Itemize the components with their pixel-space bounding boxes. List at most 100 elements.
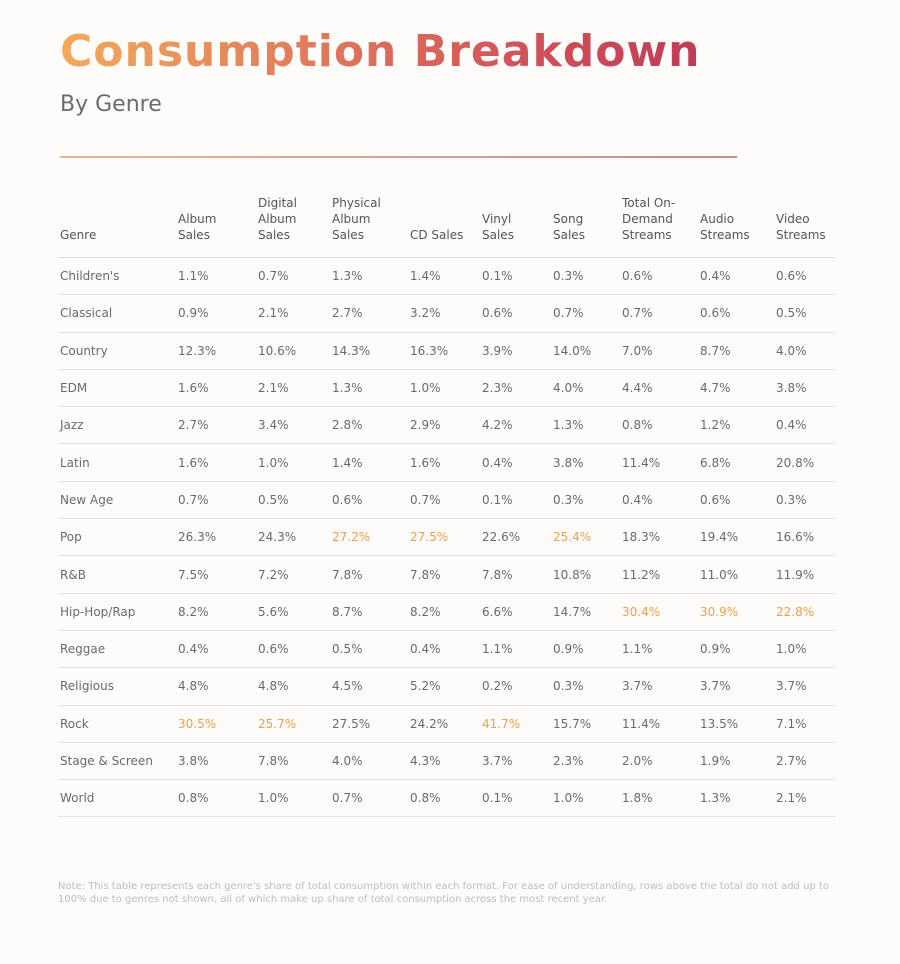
value-cell: 0.3% bbox=[551, 667, 620, 706]
value-cell: 0.7% bbox=[620, 294, 698, 333]
value-cell: 6.8% bbox=[698, 443, 774, 482]
value-cell: 0.4% bbox=[620, 481, 698, 520]
table-row: Rock 30.5% 25.7% 27.5% 24.2% 41.7% 15.7% 11.4% 1… bbox=[58, 705, 836, 743]
value-cell: 7.8% bbox=[256, 742, 330, 781]
value-cell: 4.4% bbox=[620, 369, 698, 408]
value-cell: 3.7% bbox=[620, 667, 698, 706]
value-cell: 16.3% bbox=[408, 332, 480, 370]
value-cell: 7.8% bbox=[330, 555, 408, 594]
value-cell: 0.5% bbox=[330, 630, 408, 669]
value-cell: 0.6% bbox=[698, 294, 774, 333]
value-cell: 4.0% bbox=[551, 369, 620, 408]
value-cell: 27.5% bbox=[408, 518, 480, 557]
value-cell: 0.9% bbox=[698, 630, 774, 669]
value-cell: 1.1% bbox=[620, 630, 698, 669]
divider bbox=[60, 156, 737, 158]
genre-cell: Hip-Hop/Rap bbox=[58, 593, 176, 631]
genre-cell: Children's bbox=[58, 257, 176, 296]
value-cell: 0.9% bbox=[551, 630, 620, 669]
value-cell: 0.6% bbox=[620, 257, 698, 296]
value-cell: 0.4% bbox=[480, 443, 551, 482]
value-cell: 4.5% bbox=[330, 667, 408, 706]
value-cell: 25.4% bbox=[551, 518, 620, 557]
genre-cell: Rock bbox=[58, 705, 176, 743]
value-cell: 20.8% bbox=[774, 443, 836, 482]
value-cell: 25.7% bbox=[256, 705, 330, 743]
genre-cell: World bbox=[58, 779, 176, 818]
value-cell: 2.3% bbox=[480, 369, 551, 408]
value-cell: 0.5% bbox=[256, 481, 330, 520]
table-row: Children's 1.1% 0.7% 1.3% 1.4% 0.1% 0.3% 0.6% 0.… bbox=[58, 257, 836, 296]
value-cell: 2.1% bbox=[774, 779, 836, 818]
value-cell: 24.3% bbox=[256, 518, 330, 557]
value-cell: 7.0% bbox=[620, 332, 698, 370]
genre-cell: R&B bbox=[58, 555, 176, 594]
value-cell: 1.9% bbox=[698, 742, 774, 781]
value-cell: 15.7% bbox=[551, 705, 620, 743]
genre-cell: New Age bbox=[58, 481, 176, 520]
value-cell: 3.2% bbox=[408, 294, 480, 333]
value-cell: 1.4% bbox=[330, 443, 408, 482]
value-cell: 3.8% bbox=[774, 369, 836, 408]
table-row: Country 12.3% 10.6% 14.3% 16.3% 3.9% 14.0% 7.0%… bbox=[58, 332, 836, 370]
genre-cell: Stage & Screen bbox=[58, 742, 176, 781]
value-cell: 8.7% bbox=[698, 332, 774, 370]
value-cell: 1.6% bbox=[408, 443, 480, 482]
table-row: Classical 0.9% 2.1% 2.7% 3.2% 0.6% 0.7% 0.7% 0.6… bbox=[58, 294, 836, 333]
genre-cell: EDM bbox=[58, 369, 176, 408]
value-cell: 30.4% bbox=[620, 593, 698, 631]
value-cell: 0.4% bbox=[176, 630, 256, 669]
value-cell: 4.7% bbox=[698, 369, 774, 408]
value-cell: 16.6% bbox=[774, 518, 836, 557]
value-cell: 6.6% bbox=[480, 593, 551, 631]
value-cell: 3.7% bbox=[774, 667, 836, 706]
table-row: Hip-Hop/Rap 8.2% 5.6% 8.7% 8.2% 6.6% 14.7% 30.4… bbox=[58, 593, 836, 631]
value-cell: 8.2% bbox=[176, 593, 256, 631]
value-cell: 0.8% bbox=[176, 779, 256, 818]
value-cell: 11.0% bbox=[698, 555, 774, 594]
value-cell: 4.3% bbox=[408, 742, 480, 781]
value-cell: 2.9% bbox=[408, 406, 480, 445]
value-cell: 30.9% bbox=[698, 593, 774, 631]
genre-cell: Country bbox=[58, 332, 176, 370]
value-cell: 0.7% bbox=[176, 481, 256, 520]
value-cell: 1.3% bbox=[330, 257, 408, 296]
value-cell: 0.8% bbox=[620, 406, 698, 445]
table-row: Latin 1.6% 1.0% 1.4% 1.6% 0.4% 3.8% 11.4% 6.8% 20… bbox=[58, 443, 836, 482]
value-cell: 27.2% bbox=[330, 518, 408, 557]
value-cell: 24.2% bbox=[408, 705, 480, 743]
subtitle: By Genre bbox=[60, 92, 162, 117]
value-cell: 3.4% bbox=[256, 406, 330, 445]
value-cell: 22.8% bbox=[774, 593, 836, 631]
value-cell: 11.2% bbox=[620, 555, 698, 594]
value-cell: 1.1% bbox=[480, 630, 551, 669]
column-header: Physical Album Sales bbox=[330, 185, 408, 258]
table-row: Religious 4.8% 4.8% 4.5% 5.2% 0.2% 0.3% 3.7% 3.7… bbox=[58, 667, 836, 706]
value-cell: 1.6% bbox=[176, 369, 256, 408]
value-cell: 7.8% bbox=[480, 555, 551, 594]
value-cell: 0.7% bbox=[551, 294, 620, 333]
value-cell: 1.0% bbox=[774, 630, 836, 669]
title: Consumption Breakdown bbox=[60, 26, 701, 77]
value-cell: 27.5% bbox=[330, 705, 408, 743]
value-cell: 0.7% bbox=[256, 257, 330, 296]
table-row: Pop 26.3% 24.3% 27.2% 27.5% 22.6% 25.4% 18.3% 19… bbox=[58, 518, 836, 557]
value-cell: 1.2% bbox=[698, 406, 774, 445]
value-cell: 1.6% bbox=[176, 443, 256, 482]
column-header: Song Sales bbox=[551, 185, 620, 258]
value-cell: 1.0% bbox=[256, 779, 330, 818]
value-cell: 13.5% bbox=[698, 705, 774, 743]
value-cell: 30.5% bbox=[176, 705, 256, 743]
value-cell: 1.0% bbox=[408, 369, 480, 408]
value-cell: 0.6% bbox=[480, 294, 551, 333]
value-cell: 1.0% bbox=[256, 443, 330, 482]
value-cell: 0.8% bbox=[408, 779, 480, 818]
table-row: R&B 7.5% 7.2% 7.8% 7.8% 7.8% 10.8% 11.2% 11.0% 11… bbox=[58, 555, 836, 594]
table-row: World 0.8% 1.0% 0.7% 0.8% 0.1% 1.0% 1.8% 1.3% 2.1… bbox=[58, 779, 836, 818]
genre-cell: Latin bbox=[58, 443, 176, 482]
value-cell: 11.4% bbox=[620, 443, 698, 482]
value-cell: 18.3% bbox=[620, 518, 698, 557]
value-cell: 0.7% bbox=[408, 481, 480, 520]
value-cell: 7.1% bbox=[774, 705, 836, 743]
